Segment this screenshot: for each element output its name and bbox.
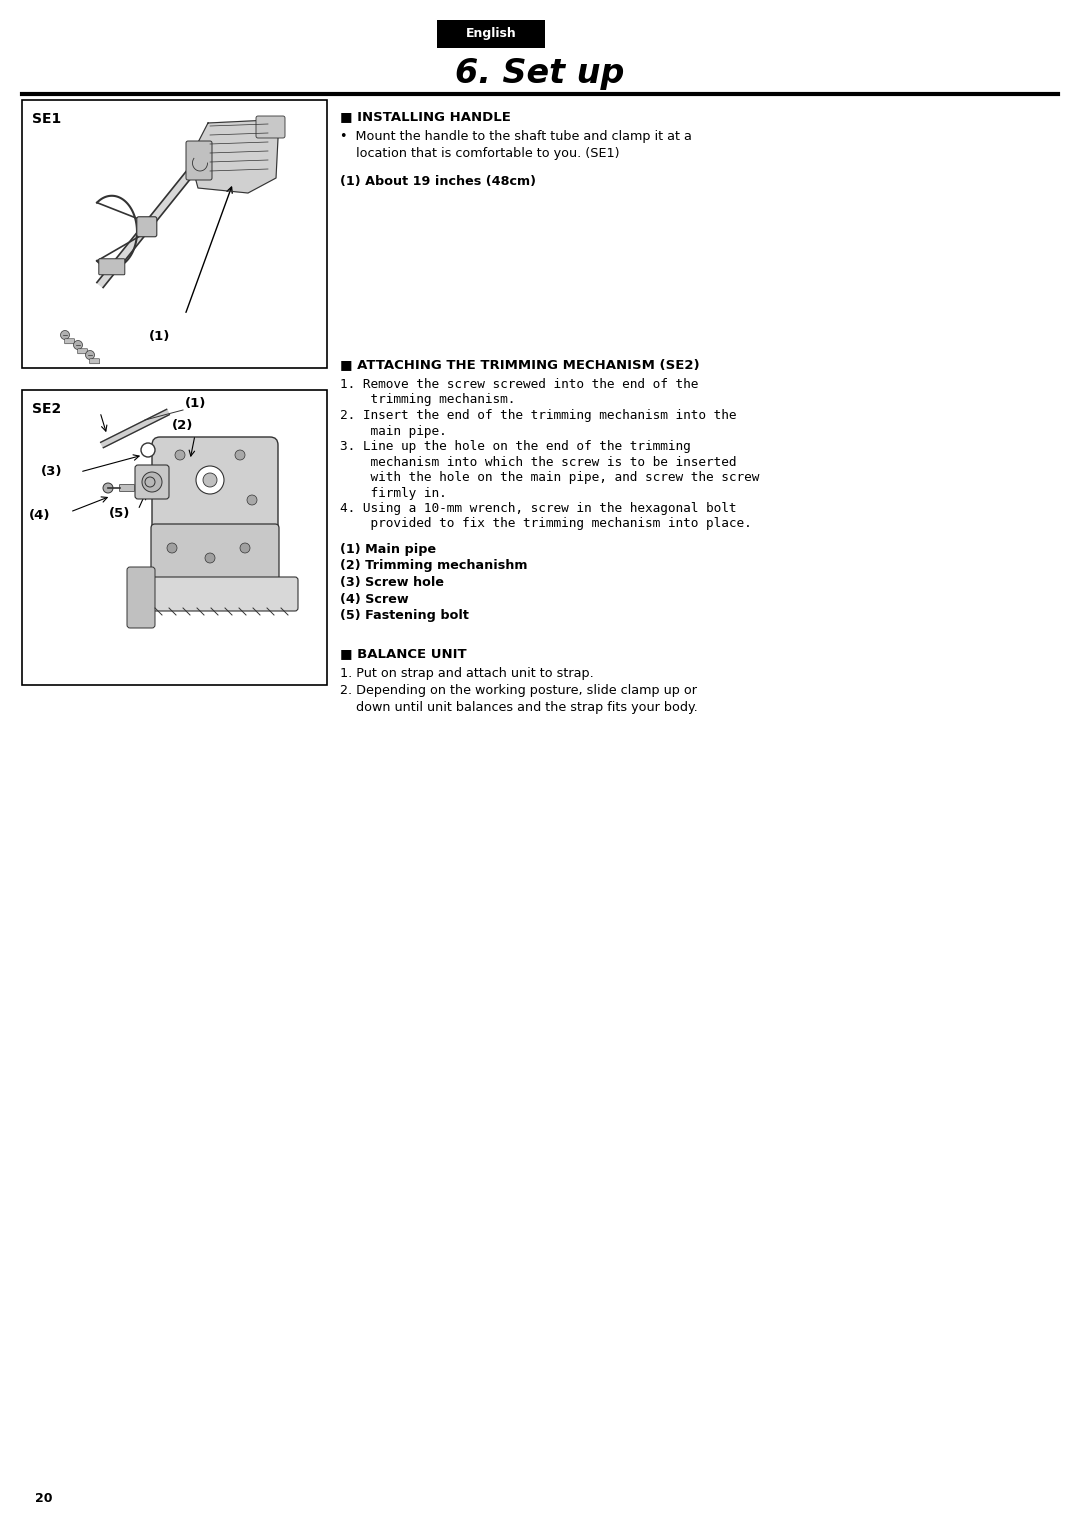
- Text: 2. Depending on the working posture, slide clamp up or: 2. Depending on the working posture, sli…: [340, 684, 697, 697]
- Text: (2) Trimming mechanishm: (2) Trimming mechanishm: [340, 560, 527, 572]
- Circle shape: [203, 473, 217, 487]
- Text: 20: 20: [35, 1491, 53, 1505]
- Circle shape: [195, 465, 224, 494]
- Text: (1) Main pipe: (1) Main pipe: [340, 543, 436, 555]
- Polygon shape: [100, 409, 170, 447]
- Circle shape: [85, 351, 95, 360]
- Text: provided to fix the trimming mechanism into place.: provided to fix the trimming mechanism i…: [340, 517, 752, 531]
- Text: (5) Fastening bolt: (5) Fastening bolt: [340, 609, 469, 623]
- FancyBboxPatch shape: [98, 259, 125, 275]
- Text: with the hole on the main pipe, and screw the screw: with the hole on the main pipe, and scre…: [340, 472, 759, 484]
- Circle shape: [145, 478, 156, 487]
- FancyBboxPatch shape: [141, 577, 298, 610]
- Circle shape: [141, 472, 162, 491]
- Text: down until unit balances and the strap fits your body.: down until unit balances and the strap f…: [340, 700, 698, 714]
- Text: ■ BALANCE UNIT: ■ BALANCE UNIT: [340, 647, 467, 661]
- Circle shape: [205, 552, 215, 563]
- Text: 1. Put on strap and attach unit to strap.: 1. Put on strap and attach unit to strap…: [340, 667, 594, 681]
- Text: (1): (1): [149, 330, 171, 343]
- FancyBboxPatch shape: [90, 359, 99, 363]
- Text: English: English: [465, 27, 516, 41]
- FancyBboxPatch shape: [65, 339, 75, 343]
- FancyBboxPatch shape: [78, 349, 87, 354]
- Text: main pipe.: main pipe.: [340, 424, 447, 438]
- Text: (2): (2): [172, 420, 193, 432]
- Text: (4): (4): [28, 508, 50, 522]
- Text: (1): (1): [185, 397, 206, 409]
- FancyBboxPatch shape: [120, 484, 135, 491]
- Text: (3): (3): [41, 465, 62, 479]
- Text: (5): (5): [109, 508, 130, 520]
- Text: 6. Set up: 6. Set up: [456, 56, 624, 90]
- Text: firmly in.: firmly in.: [340, 487, 447, 499]
- Text: 4. Using a 10-mm wrench, screw in the hexagonal bolt: 4. Using a 10-mm wrench, screw in the he…: [340, 502, 737, 514]
- Circle shape: [175, 450, 185, 459]
- Text: SE1: SE1: [32, 111, 62, 127]
- FancyBboxPatch shape: [152, 436, 278, 533]
- Text: location that is comfortable to you. (SE1): location that is comfortable to you. (SE…: [340, 146, 620, 160]
- Circle shape: [141, 443, 156, 456]
- Text: •  Mount the handle to the shaft tube and clamp it at a: • Mount the handle to the shaft tube and…: [340, 130, 692, 143]
- Text: SE2: SE2: [32, 401, 62, 417]
- Polygon shape: [190, 121, 278, 192]
- Circle shape: [247, 494, 257, 505]
- Text: ■ INSTALLING HANDLE: ■ INSTALLING HANDLE: [340, 110, 511, 124]
- Text: ■ ATTACHING THE TRIMMING MECHANISM (SE2): ■ ATTACHING THE TRIMMING MECHANISM (SE2): [340, 359, 700, 371]
- Text: (4) Screw: (4) Screw: [340, 592, 408, 606]
- Bar: [22, 101, 327, 368]
- FancyBboxPatch shape: [256, 116, 285, 137]
- FancyBboxPatch shape: [151, 523, 279, 581]
- FancyBboxPatch shape: [137, 217, 157, 237]
- Circle shape: [240, 543, 249, 552]
- Circle shape: [103, 484, 113, 493]
- Text: 2. Insert the end of the trimming mechanism into the: 2. Insert the end of the trimming mechan…: [340, 409, 737, 423]
- Circle shape: [73, 340, 82, 349]
- Text: (1) About 19 inches (48cm): (1) About 19 inches (48cm): [340, 175, 536, 188]
- Circle shape: [235, 450, 245, 459]
- Circle shape: [60, 331, 69, 339]
- Bar: [437, 20, 545, 47]
- Text: 1. Remove the screw screwed into the end of the: 1. Remove the screw screwed into the end…: [340, 378, 699, 391]
- FancyBboxPatch shape: [186, 140, 212, 180]
- Text: (3) Screw hole: (3) Screw hole: [340, 575, 444, 589]
- Text: trimming mechanism.: trimming mechanism.: [340, 394, 515, 406]
- FancyBboxPatch shape: [135, 465, 168, 499]
- Circle shape: [167, 543, 177, 552]
- FancyBboxPatch shape: [127, 568, 156, 629]
- Text: mechanism into which the screw is to be inserted: mechanism into which the screw is to be …: [340, 455, 737, 468]
- Bar: [22, 391, 327, 685]
- Text: 3. Line up the hole on the end of the trimming: 3. Line up the hole on the end of the tr…: [340, 439, 691, 453]
- Polygon shape: [97, 171, 193, 287]
